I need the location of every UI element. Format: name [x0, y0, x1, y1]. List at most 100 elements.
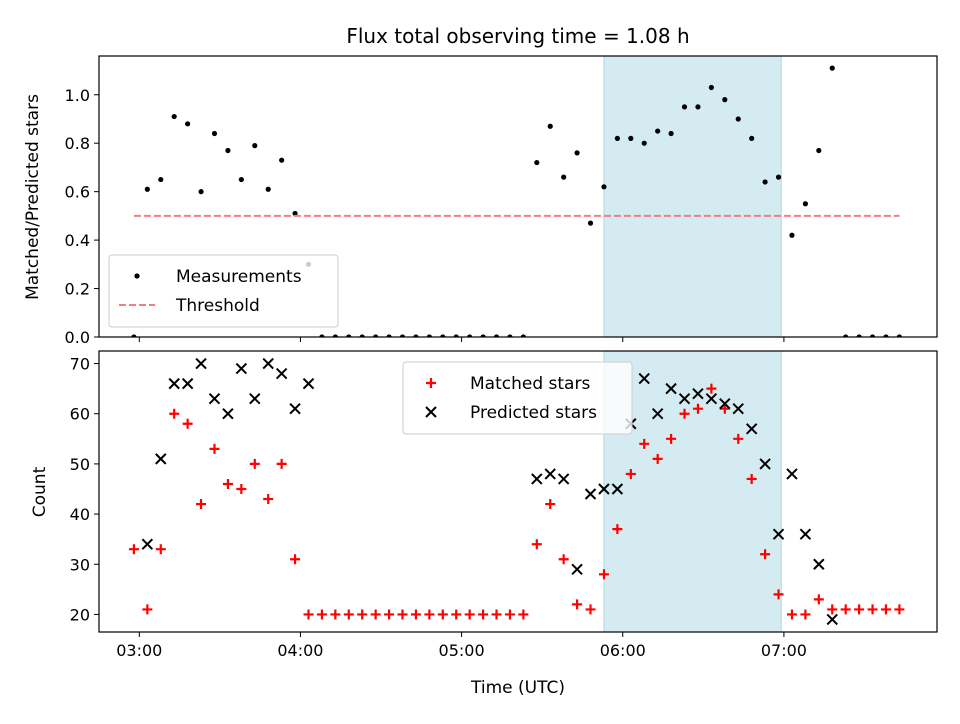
matched-stars-point: [733, 433, 744, 444]
bottom-x-tick-label: 03:00: [116, 641, 162, 660]
predicted-stars-point: [222, 408, 234, 420]
bottom-y-tick-label: 40: [70, 505, 90, 524]
top-y-tick-label: 0.4: [65, 231, 90, 250]
matched-stars-point: [639, 438, 650, 449]
matched-stars-point: [357, 609, 368, 620]
matched-stars-point: [424, 609, 435, 620]
predicted-stars-point: [772, 528, 785, 540]
matched-stars-point: [706, 383, 717, 394]
predicted-stars-point: [275, 367, 288, 380]
predicted-stars-point: [719, 397, 731, 410]
matched-stars-point: [800, 609, 811, 620]
measurement-point: [144, 186, 150, 192]
count-panel-ticks: 20 30 40 50 60 70 03:00 04:00 05:00 06:00 07:00: [70, 355, 807, 660]
measurement-point: [816, 147, 822, 154]
measurement-point: [708, 84, 714, 91]
matched-stars-point: [666, 433, 677, 444]
bottom-y-tick-label: 60: [70, 405, 90, 424]
count-panel-x-axis-label: Time (UTC): [470, 678, 565, 698]
measurement-point: [762, 179, 768, 185]
measurement-point: [413, 334, 419, 337]
predicted-stars-point: [544, 468, 556, 480]
matched-stars-point: [330, 609, 341, 620]
predicted-stars-point: [759, 458, 771, 470]
measurement-point: [386, 334, 392, 337]
measurement-point: [171, 113, 177, 120]
predicted-stars-point: [531, 473, 543, 485]
count-panel-y-axis-label: Count: [30, 466, 50, 517]
predicted-stars-point: [302, 377, 315, 390]
ratio-panel-ticks: 0.0 0.2 0.4 0.6 0.8 1.0: [65, 86, 785, 347]
predicted-stars-point: [289, 402, 301, 415]
matched-stars-point: [813, 594, 824, 605]
matched-stars-point: [545, 499, 556, 510]
predicted-stars-point: [651, 408, 664, 420]
matched-stars-point: [572, 599, 583, 610]
predicted-stars-point: [813, 558, 825, 570]
matched-stars-point: [598, 569, 609, 580]
matched-stars-point: [652, 453, 663, 464]
measurement-point: [628, 135, 634, 141]
measurement-point: [453, 334, 459, 337]
ratio-panel-frame: [98, 55, 938, 338]
ratio-panel-y-axis-label: Matched/Predicted stars: [23, 94, 43, 300]
measurement-point: [265, 186, 271, 192]
predicted-stars-point: [141, 538, 154, 550]
predicted-stars-point: [665, 382, 677, 395]
matched-stars-point: [625, 468, 636, 479]
matched-stars-point: [854, 604, 865, 615]
top-y-tick-label: 1.0: [65, 86, 90, 105]
measurement-point: [346, 334, 352, 337]
predicted-stars-point: [584, 488, 597, 500]
matched-stars-point: [840, 604, 851, 615]
matched-stars-point: [746, 473, 757, 484]
matched-stars-point: [384, 609, 395, 620]
matched-stars-point: [518, 609, 529, 620]
measurement-point: [843, 334, 849, 337]
matched-stars-point: [464, 609, 475, 620]
matched-stars-point: [249, 458, 260, 469]
predicted-stars-point: [638, 372, 650, 385]
matched-stars-point: [263, 494, 274, 505]
matched-stars-point: [222, 478, 233, 489]
measurement-point: [211, 130, 218, 137]
bottom-x-tick-label: 06:00: [600, 641, 646, 660]
predicted-stars-point: [208, 392, 221, 405]
predicted-stars-point: [249, 392, 261, 405]
measurement-point: [749, 135, 755, 141]
matched-stars-point: [773, 589, 784, 600]
measurement-point: [480, 334, 486, 337]
matched-stars-point: [719, 403, 730, 414]
matched-stars-point: [612, 524, 623, 535]
matched-stars-point: [558, 554, 569, 565]
predicted-stars-point: [786, 468, 798, 480]
measurement-point: [373, 334, 379, 337]
matched-stars-point: [370, 609, 381, 620]
predicted-stars-point: [557, 473, 570, 485]
measurement-point: [332, 334, 338, 337]
measurement-point: [789, 232, 795, 238]
count-panel: 20 30 40 50 60 70 03:00 04:00 05:00 06:00 07:00 Co…: [30, 350, 938, 698]
measurement-point: [359, 334, 365, 337]
count-panel-series: [128, 357, 905, 626]
top-y-tick-label: 0.2: [65, 280, 90, 299]
predicted-stars-point: [745, 423, 758, 435]
measurement-point: [507, 334, 513, 337]
matched-stars-point: [209, 443, 220, 454]
matched-stars-point: [169, 408, 180, 419]
matched-stars-point: [880, 604, 891, 615]
predicted-stars-point: [732, 402, 744, 415]
bottom-x-tick-label: 07:00: [761, 641, 807, 660]
predicted-stars-point: [598, 483, 610, 495]
measurement-point: [493, 334, 500, 337]
top-y-tick-label: 0.0: [65, 328, 90, 347]
measurement-point: [896, 334, 902, 337]
measurement-point: [185, 121, 191, 127]
measurement-point: [735, 116, 741, 122]
predicted-stars-point: [611, 483, 624, 495]
bottom-y-tick-label: 30: [70, 555, 90, 574]
measurement-point: [829, 65, 835, 71]
measurement-point: [198, 189, 204, 195]
matched-stars-point: [303, 609, 314, 620]
